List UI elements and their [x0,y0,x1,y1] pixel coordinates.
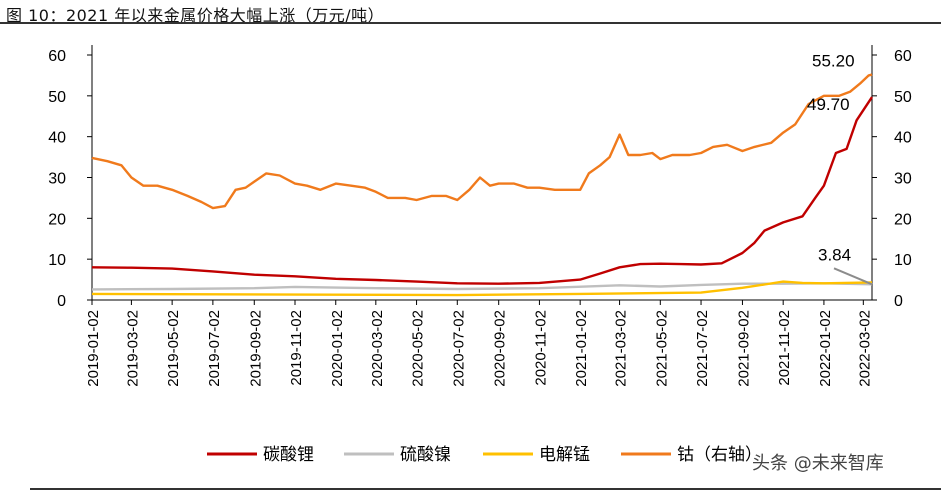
watermark: 头条 @未来智库 [752,453,884,474]
x-tick-label: 2019-03-02 [124,310,141,387]
x-tick-label: 2020-05-02 [410,310,427,387]
x-tick-label: 2019-05-02 [165,310,182,387]
x-tick-label: 2020-09-02 [492,310,509,387]
right-y-tick-label: 20 [894,211,912,228]
x-tick-label: 2021-05-02 [653,310,670,387]
x-tick-label: 2019-09-02 [247,310,264,387]
series-layer [91,73,873,297]
x-tick-label: 2019-07-02 [206,310,223,387]
right-y-tick-label: 10 [894,252,912,269]
chart-axes: 0 0 10 10 20 20 30 30 40 40 50 50 60 60 2019-01-02 2019… [48,45,912,387]
right-y-tick-label: 30 [894,171,912,188]
left-y-tick-label: 30 [48,171,66,188]
left-y-tick-label: 10 [48,252,66,269]
x-tick-label: 2022-01-02 [817,310,834,387]
annotation-nickel-leader [833,267,873,286]
x-tick-label: 2019-11-02 [288,310,305,386]
right-y-tick-label: 50 [894,89,912,106]
x-tick-label: 2021-09-02 [735,310,752,387]
chart-legend: 碳酸锂 硫酸镍 电解锰 钴（右轴） [207,445,762,464]
annotation-nickel-value: 3.84 [818,245,851,264]
legend-label-电解锰: 电解锰 [539,445,590,464]
x-tick-label: 2020-11-02 [532,310,549,386]
x-tick-label: 2022-03-02 [856,310,873,387]
x-tick-label: 2019-01-02 [85,310,102,387]
right-y-tick-label: 0 [894,293,903,310]
annotation-layer: 55.20 49.70 3.84 [807,52,873,286]
left-y-tick-label: 0 [57,293,66,310]
left-y-tick-label: 40 [48,130,66,147]
bottom-divider [30,488,941,490]
x-tick-label: 2021-01-02 [573,310,590,387]
legend-label-碳酸锂: 碳酸锂 [263,445,314,464]
series-line-钴（右轴） [91,73,873,210]
annotation-lithium-value: 49.70 [807,95,850,114]
x-tick-label: 2020-07-02 [450,310,467,387]
chart-title: 图 10：2021 年以来金属价格大幅上涨（万元/吨） [6,6,385,25]
right-y-tick-label: 60 [894,48,912,65]
x-tick-label: 2020-03-02 [369,310,386,387]
x-tick-label: 2021-11-02 [776,310,793,386]
x-tick-label: 2021-03-02 [613,310,630,387]
left-y-tick-label: 50 [48,89,66,106]
legend-label-硫酸镍: 硫酸镍 [400,445,451,464]
x-tick-label: 2021-07-02 [694,310,711,387]
x-tick-label: 2020-01-02 [329,310,346,387]
legend-label-钴（右轴）: 钴（右轴） [677,445,762,464]
series-line-碳酸锂 [91,96,873,285]
annotation-cobalt-value: 55.20 [812,52,855,71]
left-y-tick-label: 20 [48,211,66,228]
title-divider [0,22,941,24]
series-line-电解锰 [91,280,873,297]
right-y-tick-label: 40 [894,130,912,147]
left-y-tick-label: 60 [48,48,66,65]
